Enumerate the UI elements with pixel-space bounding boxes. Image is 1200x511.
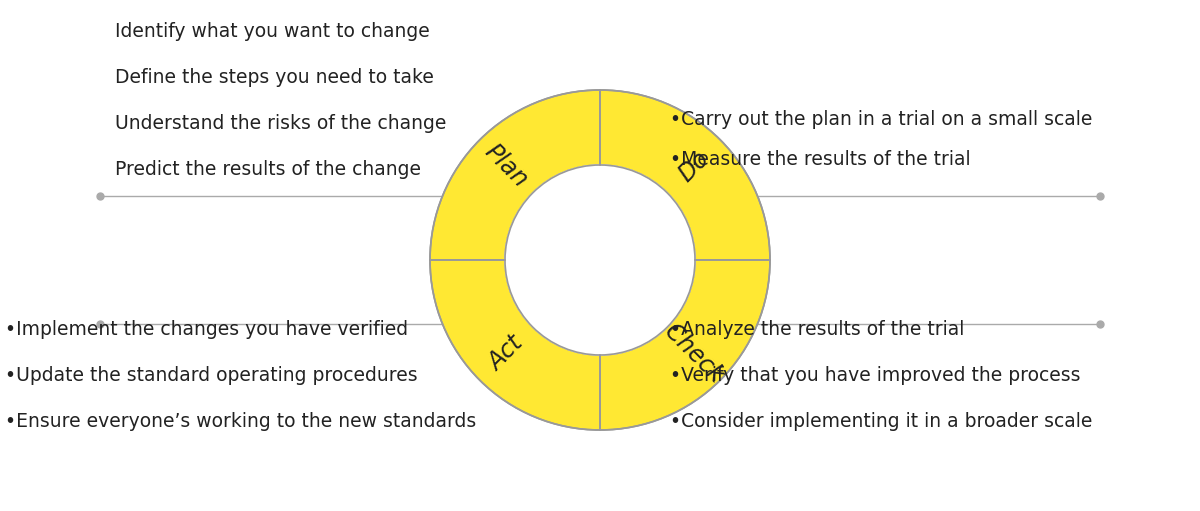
Circle shape [505, 165, 695, 355]
Wedge shape [600, 90, 770, 260]
Text: Plan: Plan [480, 140, 533, 193]
Text: Check: Check [660, 319, 728, 388]
Wedge shape [430, 90, 600, 260]
Text: •Carry out the plan in a trial on a small scale: •Carry out the plan in a trial on a smal… [670, 110, 1092, 129]
Text: •Ensure everyone’s working to the new standards: •Ensure everyone’s working to the new st… [5, 412, 476, 431]
Text: •Update the standard operating procedures: •Update the standard operating procedure… [5, 366, 418, 385]
Text: •Consider implementing it in a broader scale: •Consider implementing it in a broader s… [670, 412, 1092, 431]
Wedge shape [600, 260, 770, 430]
Text: Act: Act [485, 332, 528, 376]
Text: •Analyze the results of the trial: •Analyze the results of the trial [670, 320, 965, 339]
Text: •Implement the changes you have verified: •Implement the changes you have verified [5, 320, 408, 339]
Text: •Measure the results of the trial: •Measure the results of the trial [670, 150, 971, 169]
Text: Understand the risks of the change: Understand the risks of the change [115, 114, 446, 133]
Text: •Verify that you have improved the process: •Verify that you have improved the proce… [670, 366, 1080, 385]
Wedge shape [430, 260, 600, 430]
Text: Predict the results of the change: Predict the results of the change [115, 160, 421, 179]
Text: Do: Do [673, 146, 714, 187]
Text: Define the steps you need to take: Define the steps you need to take [115, 68, 434, 87]
Text: Identify what you want to change: Identify what you want to change [115, 22, 430, 41]
